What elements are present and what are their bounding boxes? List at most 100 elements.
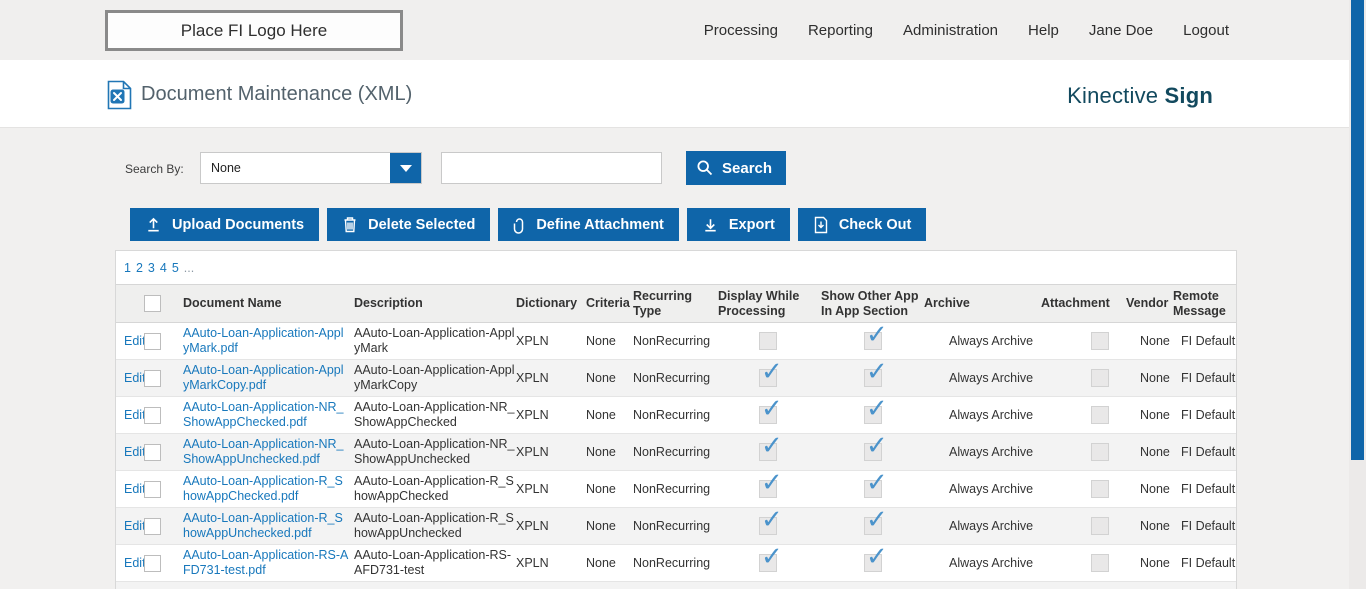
- button-label: Check Out: [838, 216, 912, 233]
- attachment-checkbox[interactable]: [1091, 554, 1109, 572]
- edit-link[interactable]: Edit: [124, 333, 144, 348]
- archive-cell: Always Archive: [949, 555, 1034, 570]
- show-other-app-checkbox[interactable]: ✓: [864, 471, 888, 498]
- document-name-link[interactable]: AAuto-Loan-Application-ApplyMark.pdf: [183, 326, 344, 355]
- description-cell: AAuto-Loan-Application-NR_ShowAppUncheck…: [354, 437, 515, 466]
- attachment-checkbox[interactable]: [1091, 517, 1109, 535]
- column-header-criteria: Criteria: [586, 284, 633, 323]
- document-name-link[interactable]: AAuto-Loan-Application-NR_ShowAppUncheck…: [183, 437, 344, 466]
- page-link-3[interactable]: 3: [147, 261, 155, 275]
- row-select-checkbox[interactable]: [144, 369, 161, 387]
- search-by-label: Search By:: [125, 162, 184, 176]
- display-while-processing-checkbox[interactable]: ✓: [759, 397, 783, 424]
- check-out-button[interactable]: Check Out: [797, 208, 927, 241]
- select-all-checkbox[interactable]: [144, 295, 161, 312]
- display-while-processing-checkbox[interactable]: ✓: [759, 360, 783, 387]
- attachment-checkbox[interactable]: [1091, 332, 1109, 350]
- document-name-link[interactable]: AAuto-Loan-Application-RS-AFD731-test.pd…: [183, 548, 349, 577]
- remote-message-cell: FI Default: [1181, 333, 1236, 348]
- document-name-link[interactable]: AAuto-Loan-Application-R_ShowAppUnchecke…: [183, 511, 343, 540]
- criteria-cell: None: [586, 370, 616, 385]
- row-select-checkbox[interactable]: [144, 480, 161, 498]
- column-header-recurring-type: Recurring Type: [633, 284, 713, 323]
- nav-administration[interactable]: Administration: [902, 21, 999, 39]
- document-name-link[interactable]: AAuto-Loan-Application-R_ShowAppChecked.…: [183, 474, 343, 503]
- criteria-cell: None: [586, 444, 616, 459]
- nav-reporting[interactable]: Reporting: [807, 21, 873, 39]
- button-label: Delete Selected: [368, 216, 476, 233]
- table-header-row: Document Name Description Dictionary Criter…: [116, 284, 1236, 323]
- remote-message-cell: FI Default: [1181, 407, 1236, 422]
- row-select-checkbox[interactable]: [144, 332, 161, 350]
- archive-cell: [924, 582, 1041, 589]
- edit-link[interactable]: Edit: [124, 518, 144, 533]
- show-other-app-checkbox[interactable]: ✓: [864, 545, 888, 572]
- button-label: Upload Documents: [172, 216, 305, 233]
- archive-cell: Always Archive: [949, 444, 1034, 459]
- brand-logo: Kinective Sign: [1067, 83, 1213, 109]
- search-button-label: Search: [722, 159, 773, 177]
- show-other-app-checkbox[interactable]: ✓: [864, 323, 888, 350]
- table-row: Edit AAuto-Loan-Application-ApplyMarkCopy…: [116, 359, 1236, 397]
- edit-link[interactable]: Edit: [124, 555, 144, 570]
- vertical-scrollbar[interactable]: [1349, 0, 1366, 589]
- display-while-processing-checkbox[interactable]: ✓: [759, 434, 783, 461]
- show-other-app-checkbox[interactable]: ✓: [864, 508, 888, 535]
- display-while-processing-checkbox[interactable]: ✓: [759, 545, 783, 572]
- description-cell: AAuto-Loan-Application-RS-AFD731-test: [354, 548, 512, 577]
- nav-help[interactable]: Help: [1028, 21, 1059, 39]
- page-link-5[interactable]: 5: [171, 261, 179, 275]
- column-header-remote-message: Remote Message: [1173, 284, 1236, 323]
- document-name-link[interactable]: AAuto-Loan-Application-ApplyMarkCopy.pdf: [183, 363, 344, 392]
- page-link-2[interactable]: 2: [135, 261, 143, 275]
- checkmark-icon: ✓: [761, 396, 783, 423]
- checkmark-icon: ✓: [866, 396, 888, 423]
- search-by-select[interactable]: None: [200, 152, 422, 184]
- nav-jane-doe[interactable]: Jane Doe: [1088, 21, 1154, 39]
- dropdown-arrow-button[interactable]: [390, 153, 421, 183]
- column-header-dictionary: Dictionary: [516, 284, 586, 323]
- button-label: Export: [728, 216, 775, 233]
- page-link-1[interactable]: 1: [124, 261, 131, 275]
- attachment-checkbox[interactable]: [1091, 480, 1109, 498]
- export-button[interactable]: Export: [686, 208, 790, 241]
- checkmark-icon: ✓: [761, 433, 783, 460]
- description-cell: AAuto-Loan-Application-ApplyMarkCopy: [354, 363, 515, 392]
- nav-processing[interactable]: Processing: [703, 21, 778, 39]
- nav-logout[interactable]: Logout: [1183, 21, 1229, 39]
- search-icon: [696, 159, 714, 177]
- display-while-processing-checkbox[interactable]: ✓: [759, 508, 783, 535]
- define-attachment-button[interactable]: Define Attachment: [498, 208, 679, 241]
- attachment-checkbox[interactable]: [1091, 443, 1109, 461]
- show-other-app-checkbox[interactable]: ✓: [864, 397, 888, 424]
- description-cell: AAuto-Loan-Application-ApplyMark: [354, 326, 515, 355]
- edit-link[interactable]: Edit: [124, 481, 144, 496]
- show-other-app-checkbox[interactable]: ✓: [864, 360, 888, 387]
- display-while-processing-checkbox[interactable]: ✓: [759, 471, 783, 498]
- row-select-checkbox[interactable]: [144, 443, 161, 461]
- row-select-checkbox[interactable]: [144, 517, 161, 535]
- display-while-processing-checkbox[interactable]: [759, 332, 777, 350]
- edit-link[interactable]: Edit: [124, 407, 144, 422]
- edit-link[interactable]: Edit: [124, 370, 144, 385]
- attachment-checkbox[interactable]: [1091, 369, 1109, 387]
- show-other-app-checkbox[interactable]: ✓: [864, 434, 888, 461]
- criteria-cell: None: [586, 407, 616, 422]
- row-select-checkbox[interactable]: [144, 554, 161, 572]
- trash-icon: [342, 216, 358, 233]
- recurring-type-cell: [633, 582, 713, 589]
- table-body: Edit AAuto-Loan-Application-ApplyMark.pdf…: [116, 323, 1236, 589]
- search-button[interactable]: Search: [686, 151, 787, 185]
- upload-documents-button[interactable]: Upload Documents: [130, 208, 320, 241]
- row-select-checkbox[interactable]: [144, 406, 161, 424]
- remote-message-cell: FI Default: [1181, 518, 1236, 533]
- delete-selected-button[interactable]: Delete Selected: [327, 208, 491, 241]
- scrollbar-thumb[interactable]: [1351, 0, 1364, 460]
- document-name-link[interactable]: AAuto-Loan-Application-NR_ShowAppChecked…: [183, 400, 344, 429]
- title-band: Document Maintenance (XML) Kinective Sig…: [0, 60, 1349, 128]
- top-bar: Place FI Logo Here Processing Reporting Ad…: [0, 0, 1349, 60]
- attachment-checkbox[interactable]: [1091, 406, 1109, 424]
- search-input[interactable]: [441, 152, 662, 184]
- page-link-4[interactable]: 4: [159, 261, 167, 275]
- edit-link[interactable]: Edit: [124, 444, 144, 459]
